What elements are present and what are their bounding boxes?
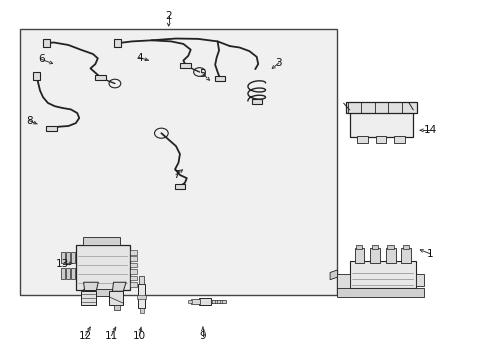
Text: 1: 1 xyxy=(426,249,433,259)
Polygon shape xyxy=(95,75,105,80)
Text: 5: 5 xyxy=(199,69,206,79)
Bar xyxy=(129,263,137,267)
Bar xyxy=(375,136,386,143)
Bar xyxy=(393,136,404,143)
Text: 4: 4 xyxy=(136,53,142,63)
Text: 2: 2 xyxy=(165,11,172,21)
Bar xyxy=(139,276,144,284)
Bar xyxy=(76,245,129,290)
Text: 10: 10 xyxy=(133,330,145,341)
Bar xyxy=(355,245,362,249)
Bar xyxy=(369,248,379,263)
Polygon shape xyxy=(43,39,50,47)
Polygon shape xyxy=(33,72,40,80)
Bar xyxy=(129,256,137,261)
Text: 3: 3 xyxy=(275,58,282,68)
Bar xyxy=(371,245,377,249)
Bar xyxy=(345,102,416,113)
Bar xyxy=(337,288,424,297)
Bar xyxy=(354,248,364,263)
Bar xyxy=(129,250,137,255)
Bar xyxy=(199,298,211,305)
Text: 7: 7 xyxy=(172,170,179,180)
Text: 6: 6 xyxy=(38,54,45,64)
Bar xyxy=(66,252,70,263)
Bar xyxy=(129,276,137,280)
Text: 12: 12 xyxy=(79,330,92,341)
Bar xyxy=(129,269,137,274)
Bar xyxy=(402,245,408,249)
Bar xyxy=(401,248,410,263)
Bar xyxy=(71,268,75,279)
Bar xyxy=(66,268,70,279)
Bar xyxy=(83,289,120,296)
Polygon shape xyxy=(114,39,121,47)
Bar xyxy=(114,305,120,310)
Polygon shape xyxy=(46,126,57,131)
Polygon shape xyxy=(83,282,98,291)
Bar xyxy=(337,274,349,290)
Bar xyxy=(386,245,393,249)
Bar xyxy=(20,29,337,295)
Bar xyxy=(140,308,143,313)
Bar xyxy=(83,237,120,245)
Bar xyxy=(81,291,96,305)
Polygon shape xyxy=(180,63,191,68)
Bar xyxy=(138,284,145,308)
Polygon shape xyxy=(174,184,185,189)
Bar xyxy=(349,261,415,288)
Bar xyxy=(129,282,137,287)
Bar xyxy=(415,274,424,286)
Bar xyxy=(61,252,65,263)
Bar xyxy=(61,268,65,279)
Bar xyxy=(356,136,367,143)
Text: 11: 11 xyxy=(104,330,118,341)
Polygon shape xyxy=(112,282,126,291)
Polygon shape xyxy=(214,76,225,81)
Text: 8: 8 xyxy=(26,116,33,126)
Bar xyxy=(188,300,192,303)
Text: 14: 14 xyxy=(423,125,436,135)
Bar xyxy=(385,248,395,263)
Polygon shape xyxy=(251,99,261,104)
Bar xyxy=(349,110,412,137)
Polygon shape xyxy=(329,270,337,280)
Bar xyxy=(137,295,146,299)
Bar xyxy=(211,300,225,303)
Text: 13: 13 xyxy=(56,258,69,269)
Bar xyxy=(190,299,199,304)
Bar xyxy=(108,291,123,305)
Bar xyxy=(71,252,75,263)
Text: 9: 9 xyxy=(199,330,206,341)
